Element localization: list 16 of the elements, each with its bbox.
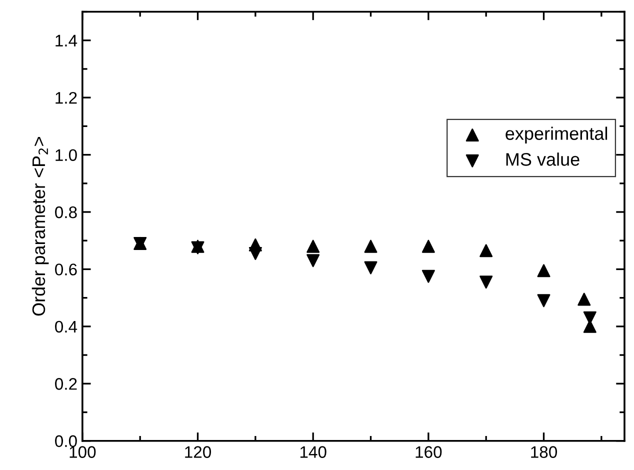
y-axis-title: Order parameter <P$_{2}$> [32, 137, 49, 316]
y-tick-label: 0.6 [55, 264, 77, 276]
y-tick-label: 0.4 [55, 320, 78, 333]
y-tick-label: 0.2 [55, 378, 77, 390]
legend-label: experimental [506, 126, 608, 144]
x-tick-label: 140 [300, 446, 326, 458]
x-tick-label: 100 [70, 446, 96, 458]
y-tick-label: 1.4 [56, 34, 78, 46]
x-tick-label: 120 [185, 446, 212, 458]
y-tick-label: 1.0 [56, 149, 77, 161]
legend-label: MS value [506, 152, 580, 166]
y-tick-label: 0.8 [55, 206, 77, 218]
x-tick-label: 180 [531, 446, 558, 458]
y-tick-label: 1.2 [56, 92, 77, 104]
x-tick-label: 160 [416, 446, 442, 458]
y-tick-label: 0.0 [55, 435, 77, 448]
